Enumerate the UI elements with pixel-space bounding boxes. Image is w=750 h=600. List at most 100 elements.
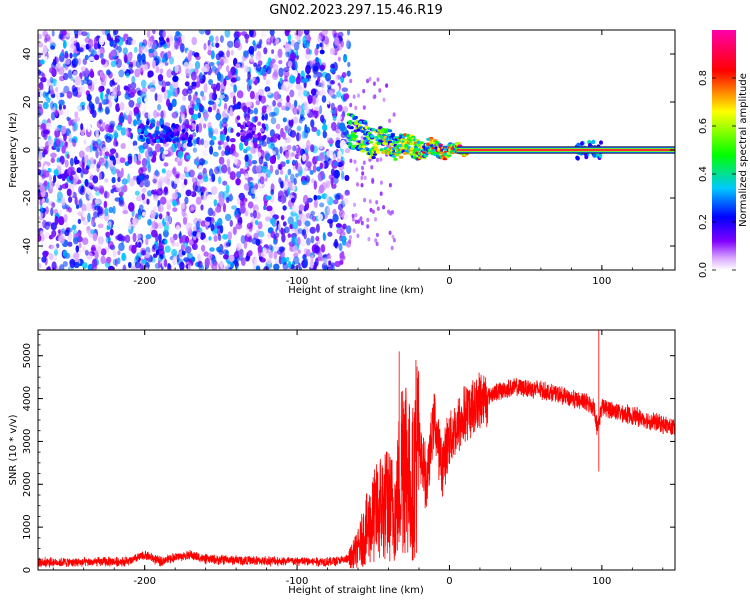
heatmap-noise-cell [288,118,294,127]
heatmap-signal-cell [348,120,353,124]
snr-plot-area [38,330,675,570]
heatmap-signal-cell [370,134,375,138]
heatmap-noise-cell [275,232,280,238]
heatmap-noise-cell [188,107,194,115]
heatmap-noise-cell [154,195,159,202]
heatmap-noise-cell [332,114,337,121]
heatmap-noise-cell [301,130,307,139]
heatmap-noise-cell [253,196,258,202]
heatmap-signal-cell [426,142,431,146]
heatmap-noise-cell [203,64,210,73]
x-tick-label: -200 [133,576,156,587]
heatmap-blob-cell [139,123,144,128]
heatmap-noise-cell [243,65,250,73]
heatmap-noise-cell [144,150,150,159]
heatmap-blob-cell [245,135,250,140]
heatmap-noise-cell [62,104,66,110]
heatmap-noise-cell [115,141,119,147]
heatmap-noise-cell [343,198,349,205]
heatmap-noise-cell [104,151,110,157]
heatmap-noise-cell [99,53,104,59]
heatmap-sparse-cell [360,220,364,226]
heatmap-noise-cell [269,155,276,165]
heatmap-noise-cell [69,52,73,59]
heatmap-signal-cell [368,140,373,144]
heatmap-noise-cell [184,245,192,254]
heatmap-noise-cell [198,72,204,81]
heatmap-noise-cell [318,152,325,162]
heatmap-noise-cell [312,264,317,270]
heatmap-noise-cell [221,122,228,128]
heatmap-noise-cell [222,233,229,240]
heatmap-noise-cell [130,88,137,95]
heatmap-noise-cell [121,65,127,72]
heatmap-noise-cell [245,101,253,107]
heatmap-noise-cell [275,123,281,130]
heatmap-noise-cell [319,162,324,170]
heatmap-noise-cell [146,30,151,38]
heatmap-noise-cell [106,33,111,41]
heatmap-noise-cell [312,164,317,173]
heatmap-noise-cell [270,183,275,193]
heatmap-noise-cell [203,251,209,257]
heatmap-noise-cell [280,196,285,204]
heatmap-noise-cell [330,63,335,70]
heatmap-noise-cell [140,102,146,112]
heatmap-noise-cell [118,242,125,252]
heatmap-noise-cell [209,145,214,155]
heatmap-noise-cell [124,106,130,116]
heatmap-noise-cell [231,205,238,210]
heatmap-noise-cell [209,139,215,146]
heatmap-noise-cell [271,49,275,54]
heatmap-noise-cell [131,39,137,46]
heatmap-signal-cell [363,121,368,125]
heatmap-noise-cell [95,149,99,159]
heatmap-blob-cell [156,130,160,135]
heatmap-noise-cell [59,235,65,244]
heatmap-sparse-cell [375,232,379,238]
heatmap-sparse-cell [353,202,356,207]
heatmap-noise-cell [121,252,126,261]
heatmap-noise-cell [192,137,197,147]
heatmap-noise-cell [295,147,303,156]
heatmap-blob-cell [257,121,262,126]
heatmap-noise-cell [143,64,149,72]
heatmap-noise-cell [264,113,268,121]
heatmap-noise-cell [213,235,218,242]
heatmap-noise-cell [309,226,316,234]
heatmap-noise-cell [166,37,170,43]
heatmap-noise-cell [181,250,186,256]
heatmap-blob-cell [592,153,597,158]
heatmap-noise-cell [105,123,110,133]
heatmap-noise-cell [38,262,42,269]
heatmap-sparse-cell [382,205,386,210]
heatmap-noise-cell [50,152,57,159]
heatmap-sparse-cell [363,197,367,203]
heatmap-sparse-cell [392,238,396,243]
heatmap-noise-cell [136,159,142,165]
heatmap-noise-cell [66,153,70,159]
heatmap-noise-cell [297,228,303,234]
heatmap-noise-cell [108,265,115,270]
heatmap-noise-cell [235,222,243,230]
heatmap-noise-cell [80,185,85,193]
heatmap-noise-cell [341,72,347,79]
heatmap-noise-cell [122,47,128,55]
heatmap-noise-cell [336,228,343,234]
heatmap-noise-cell [316,195,322,200]
heatmap-noise-cell [163,150,169,155]
heatmap-noise-cell [200,220,207,227]
heatmap-noise-cell [172,207,178,213]
heatmap-noise-cell [319,171,325,179]
heatmap-noise-cell [39,222,43,230]
heatmap-noise-cell [249,30,254,38]
heatmap-noise-cell [280,214,285,221]
heatmap-blob-cell [257,132,262,137]
heatmap-noise-cell [346,40,352,50]
snr-line-layer [38,330,675,569]
heatmap-noise-cell [40,85,44,91]
heatmap-noise-cell [280,169,284,175]
heatmap-sparse-cell [382,97,386,103]
heatmap-noise-cell [227,231,233,241]
heatmap-noise-cell [167,50,172,60]
